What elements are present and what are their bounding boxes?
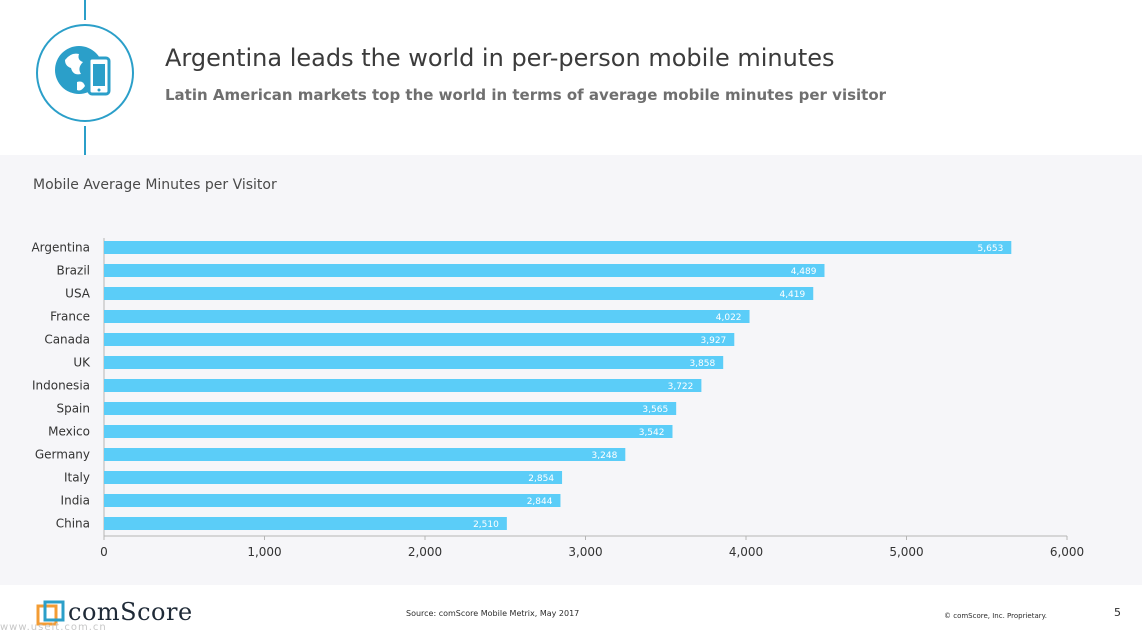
data-label: 3,927 — [701, 336, 727, 346]
page-number: 5 — [1114, 606, 1121, 619]
bar-france — [104, 310, 750, 323]
bar-argentina — [104, 241, 1012, 254]
page-subtitle: Latin American markets top the world in … — [165, 86, 887, 104]
category-label: Indonesia — [32, 379, 90, 393]
globe-phone-icon — [36, 24, 134, 122]
bar-germany — [104, 448, 626, 461]
data-label: 2,510 — [473, 520, 499, 530]
bar-italy — [104, 471, 563, 484]
data-label: 3,542 — [639, 428, 665, 438]
category-label: Germany — [35, 448, 90, 462]
category-label: China — [56, 517, 90, 531]
data-label: 2,854 — [528, 474, 554, 484]
category-label: Canada — [44, 333, 90, 347]
data-label: 3,565 — [642, 405, 668, 415]
x-tick-label: 3,000 — [568, 545, 602, 559]
source-note: Source: comScore Mobile Metrix, May 2017 — [406, 609, 580, 618]
category-label: India — [61, 494, 90, 508]
data-label: 4,489 — [791, 267, 817, 277]
category-label: Italy — [64, 471, 90, 485]
data-label: 3,722 — [668, 382, 694, 392]
category-label: Mexico — [48, 425, 90, 439]
slide-header: Argentina leads the world in per-person … — [0, 0, 1142, 155]
slide-footer — [0, 585, 1142, 643]
chart-heading: Mobile Average Minutes per Visitor — [33, 177, 277, 193]
accent-line-bottom — [84, 126, 86, 155]
comscore-logo-icon — [36, 600, 65, 626]
accent-line-top — [84, 0, 86, 20]
bar-spain — [104, 402, 677, 415]
x-tick-label: 4,000 — [729, 545, 763, 559]
category-label: UK — [73, 356, 91, 370]
x-tick-label: 1,000 — [247, 545, 281, 559]
category-label: Brazil — [57, 264, 91, 278]
x-tick-label: 0 — [100, 545, 108, 559]
data-label: 2,844 — [527, 497, 553, 507]
data-label: 4,419 — [779, 290, 805, 300]
category-label: USA — [65, 287, 91, 301]
data-label: 4,022 — [716, 313, 742, 323]
category-label: France — [50, 310, 90, 324]
chart-panel — [0, 155, 1142, 585]
bar-brazil — [104, 264, 825, 277]
data-label: 3,248 — [592, 451, 618, 461]
bar-uk — [104, 356, 724, 369]
x-tick-label: 6,000 — [1050, 545, 1084, 559]
bar-canada — [104, 333, 735, 346]
bar-indonesia — [104, 379, 702, 392]
category-label: Spain — [56, 402, 90, 416]
page-title: Argentina leads the world in per-person … — [165, 44, 835, 72]
bar-usa — [104, 287, 814, 300]
x-tick-label: 2,000 — [408, 545, 442, 559]
bar-mexico — [104, 425, 673, 438]
data-label: 5,653 — [978, 244, 1004, 254]
x-tick-label: 5,000 — [889, 545, 923, 559]
copyright-note: © comScore, Inc. Proprietary. — [944, 612, 1047, 620]
data-label: 3,858 — [689, 359, 715, 369]
bar-china — [104, 517, 507, 530]
brand-name: comScore — [68, 598, 193, 626]
bar-chart: Argentina 5,653 Brazil 4,489 USA 4,419 France 4… — [31, 238, 1084, 559]
bar-india — [104, 494, 561, 507]
category-label: Argentina — [31, 241, 90, 255]
watermark: www.useit.com.cn — [0, 622, 107, 633]
